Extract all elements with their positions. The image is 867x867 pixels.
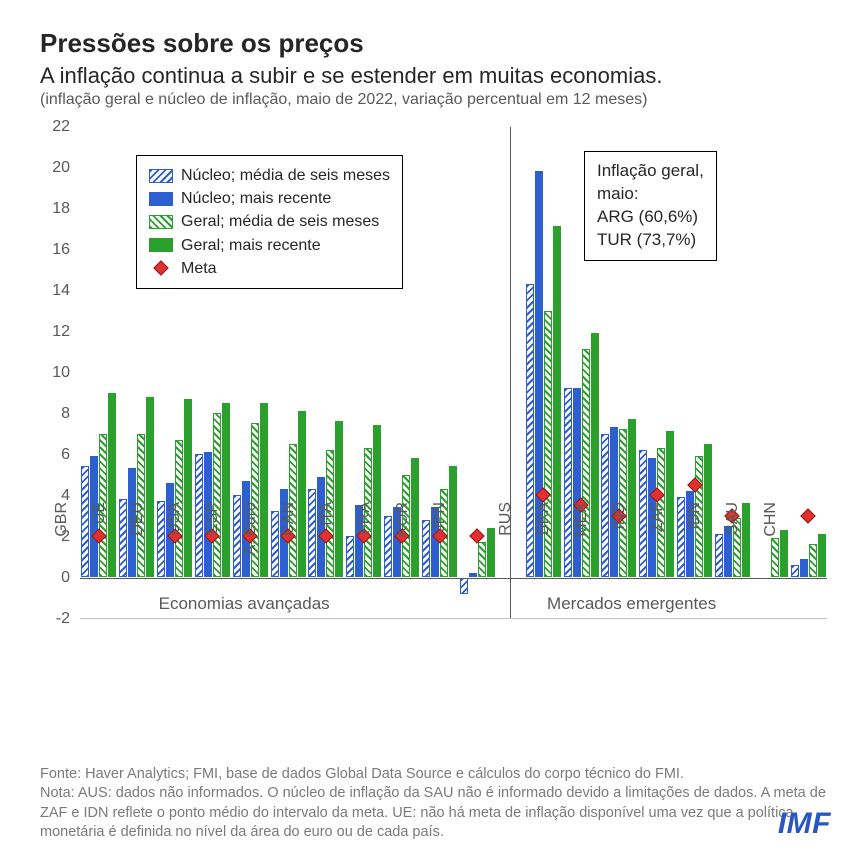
y-tick-label: 6 xyxy=(61,446,70,464)
callout-box: Inflação geral,maio:ARG (60,6%)TUR (73,7… xyxy=(584,151,717,261)
x-tick-label: USA xyxy=(166,502,184,535)
x-tick-label: MEX xyxy=(573,502,591,537)
x-tick-label: RUS xyxy=(497,502,515,536)
group-label: Economias avançadas xyxy=(159,594,330,614)
legend-item: Núcleo; média de seis meses xyxy=(149,164,390,187)
callout-line: TUR (73,7%) xyxy=(597,229,704,252)
y-tick-label: 22 xyxy=(52,118,70,136)
x-tick-label: IDN xyxy=(686,502,704,530)
x-tick-label: JPN xyxy=(431,502,449,532)
legend-swatch xyxy=(149,192,173,206)
y-tick-label: -2 xyxy=(56,610,70,628)
x-tick-label: ESP xyxy=(204,502,222,534)
x-tick-label: KOR xyxy=(394,502,412,537)
y-tick-label: 16 xyxy=(52,241,70,259)
imf-logo: IMF xyxy=(778,807,831,841)
x-tick-label: ITA xyxy=(318,502,336,526)
legend-box: Núcleo; média de seis mesesNúcleo; mais … xyxy=(136,155,403,289)
y-tick-label: 18 xyxy=(52,200,70,218)
chart-subtitle: A inflação continua a subir e se estende… xyxy=(40,63,827,89)
x-tick-label: CAN xyxy=(280,502,298,536)
legend-label: Meta xyxy=(181,257,217,280)
footer-source: Fonte: Haver Analytics; FMI, base de dad… xyxy=(40,765,827,785)
y-tick-label: 20 xyxy=(52,159,70,177)
legend-label: Núcleo; média de seis meses xyxy=(181,164,390,187)
x-axis-labels: GBR UE DEU USA ESP A. Euro CAN ITA FRA KOR JPN RUS B… xyxy=(36,498,867,582)
chart-footer: Fonte: Haver Analytics; FMI, base de dad… xyxy=(40,765,827,843)
legend-item: Meta xyxy=(149,257,390,280)
x-tick-label: CHN xyxy=(762,502,780,537)
y-tick-label: 10 xyxy=(52,364,70,382)
x-tick-label: ZAF xyxy=(649,502,667,532)
callout-line: ARG (60,6%) xyxy=(597,206,704,229)
y-tick-label: 8 xyxy=(61,405,70,423)
y-tick-label: 12 xyxy=(52,323,70,341)
x-tick-label: GBR xyxy=(53,502,71,537)
chart-title: Pressões sobre os preços xyxy=(40,28,827,59)
legend-item: Geral; mais recente xyxy=(149,234,390,257)
legend-swatch xyxy=(149,215,173,229)
x-tick-label: BRA xyxy=(535,502,553,535)
callout-line: Inflação geral, xyxy=(597,160,704,183)
legend-label: Geral; média de seis meses xyxy=(181,210,379,233)
x-tick-label: A. Euro xyxy=(242,502,260,555)
legend-label: Núcleo; mais recente xyxy=(181,187,331,210)
x-tick-label: FRA xyxy=(356,502,374,534)
legend-swatch xyxy=(149,238,173,252)
group-label: Mercados emergentes xyxy=(547,594,716,614)
footer-note: Nota: AUS: dados não informados. O núcle… xyxy=(40,784,827,843)
x-tick-label: UE xyxy=(91,502,109,524)
legend-item: Geral; média de seis meses xyxy=(149,210,390,233)
callout-line: maio: xyxy=(597,183,704,206)
x-tick-label: IND xyxy=(611,502,629,530)
legend-label: Geral; mais recente xyxy=(181,234,321,257)
x-tick-label: SAU xyxy=(724,502,742,535)
legend-item: Núcleo; mais recente xyxy=(149,187,390,210)
legend-swatch xyxy=(149,169,173,183)
x-tick-label: DEU xyxy=(129,502,147,536)
meta-icon xyxy=(149,261,173,275)
y-tick-label: 14 xyxy=(52,282,70,300)
chart-subsubtitle: (inflação geral e núcleo de inflação, ma… xyxy=(40,91,827,109)
